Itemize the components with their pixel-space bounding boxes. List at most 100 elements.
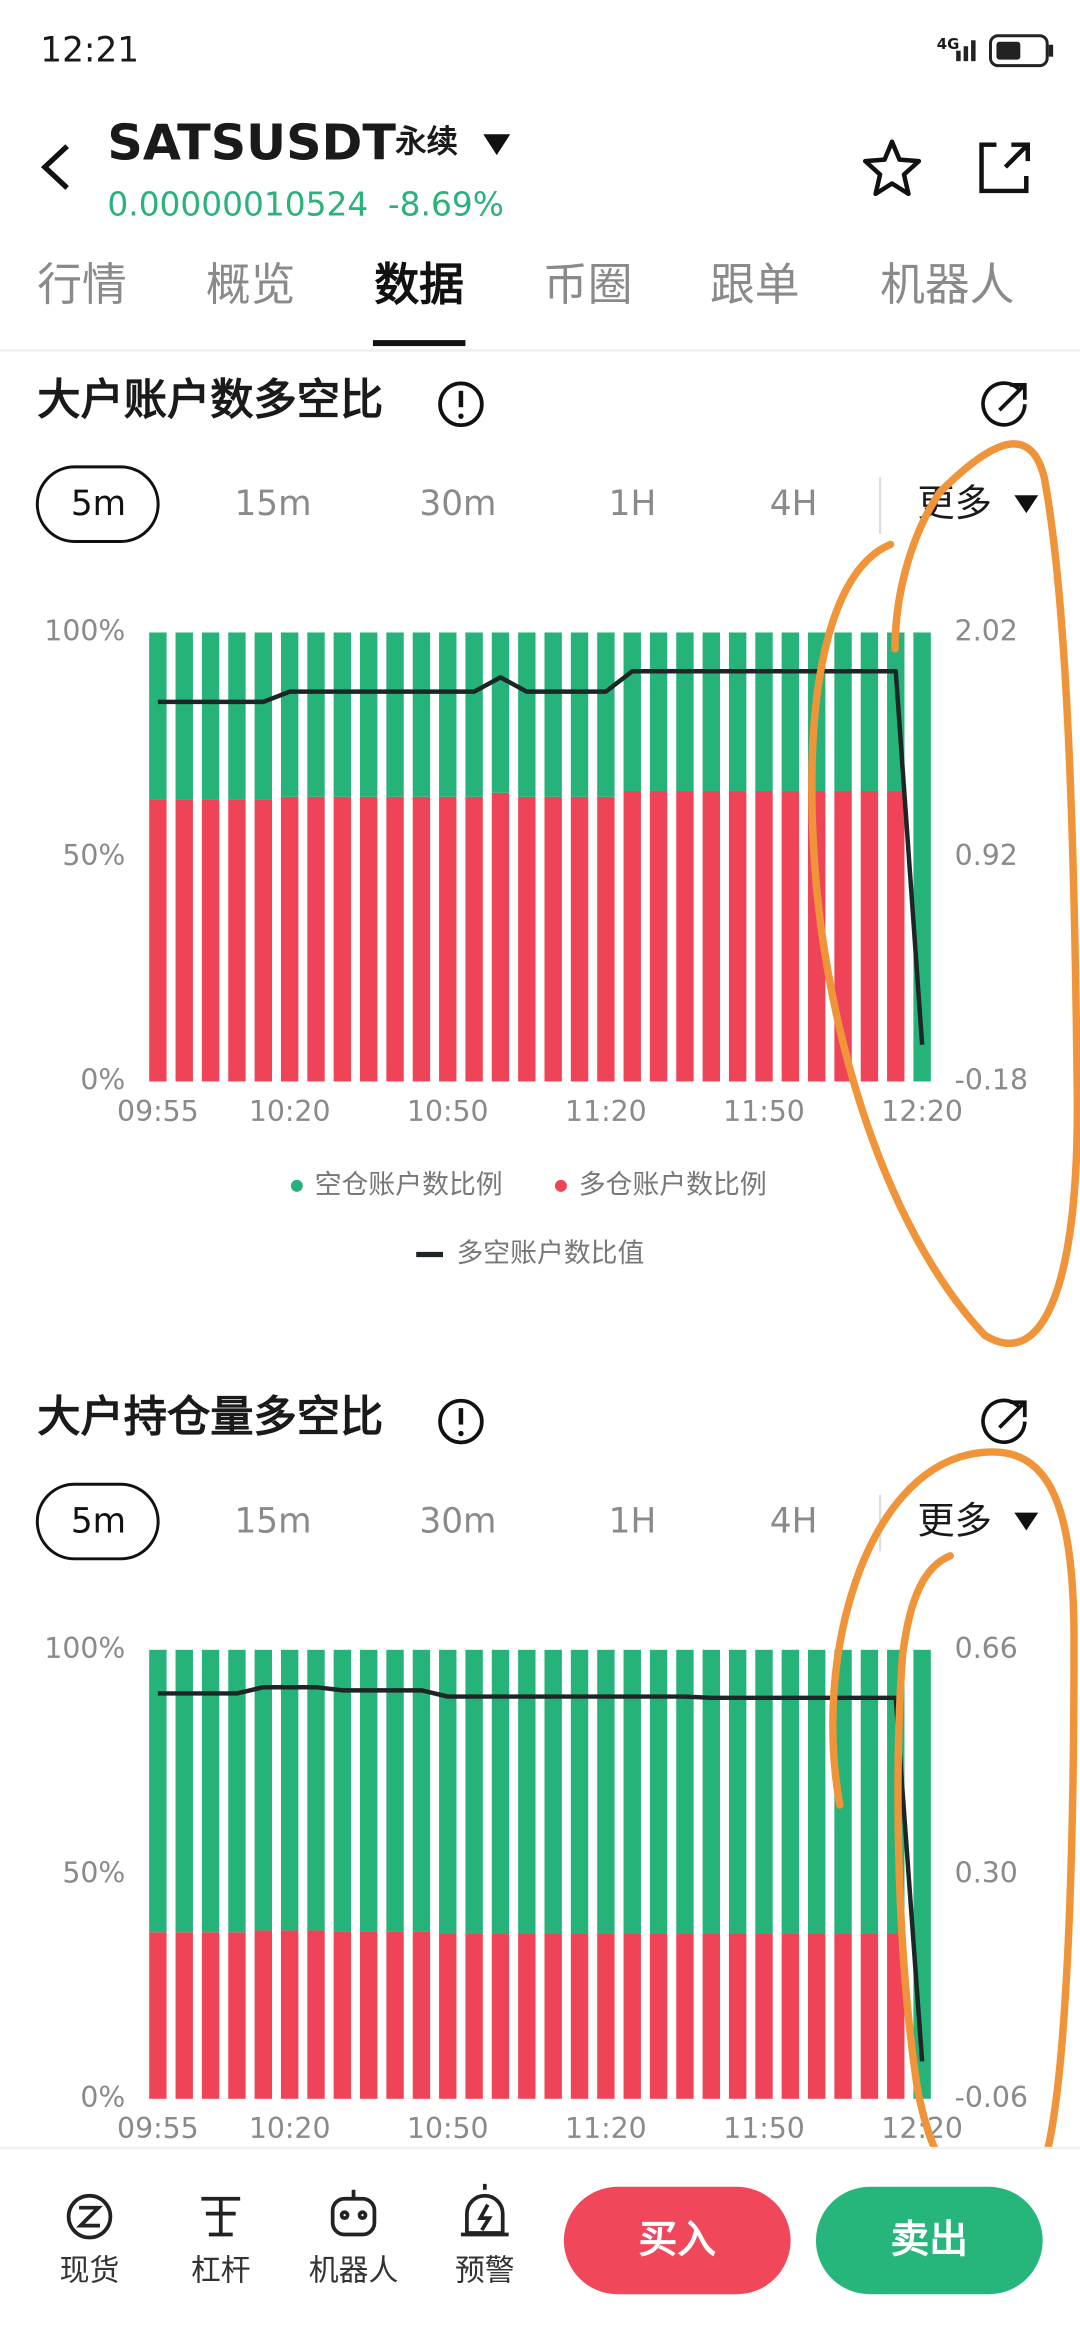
- y2-tick-label: 0.66: [955, 1632, 1018, 1665]
- bar: [518, 1649, 536, 1934]
- nav-label[interactable]: 机器人: [309, 2253, 398, 2288]
- interval[interactable]: 30m: [419, 1502, 496, 1542]
- ratio-line: [157, 1684, 925, 2062]
- bar: [755, 790, 773, 1082]
- y2-tick-label: 0.30: [955, 1856, 1018, 1889]
- bar: [254, 799, 272, 1082]
- interval[interactable]: 15m: [234, 484, 311, 524]
- bar: [887, 1933, 905, 2099]
- bar: [333, 632, 352, 797]
- contract-type[interactable]: 永续: [395, 124, 458, 160]
- bar: [175, 1649, 193, 1933]
- bar: [228, 632, 246, 800]
- dropdown-icon[interactable]: [1014, 1512, 1039, 1531]
- bar: [254, 1649, 272, 1931]
- tab[interactable]: 跟单: [710, 258, 800, 311]
- buy-label[interactable]: 买入: [638, 2217, 716, 2262]
- tab[interactable]: 概览: [206, 258, 295, 311]
- bar: [649, 632, 668, 791]
- x-tick-label: 10:20: [249, 1095, 331, 1128]
- nav-icon[interactable]: [66, 2193, 113, 2240]
- bar: [623, 632, 641, 791]
- nav-icon[interactable]: [460, 2183, 509, 2237]
- ratio-line: [157, 669, 925, 1045]
- bar: [439, 1933, 457, 2099]
- y-tick-label: 50%: [62, 839, 125, 872]
- bar: [465, 796, 483, 1082]
- info-icon[interactable]: [438, 381, 484, 427]
- x-tick-label: 12:20: [881, 1095, 963, 1128]
- section-title: 大户账户数多空比: [37, 375, 383, 425]
- bar: [544, 796, 562, 1082]
- bar: [755, 632, 773, 791]
- bar: [280, 796, 299, 1082]
- bar: [781, 1649, 800, 1934]
- bar: [544, 1933, 562, 2099]
- interval-selected[interactable]: [35, 465, 160, 543]
- x-tick-label: 11:20: [565, 1095, 647, 1128]
- bar: [228, 1932, 246, 2099]
- bar: [149, 1649, 167, 1933]
- bar: [702, 632, 720, 791]
- bar: [201, 1649, 220, 1933]
- sell-label[interactable]: 卖出: [891, 2217, 969, 2262]
- interval[interactable]: 1H: [609, 484, 657, 524]
- section-title: 大户持仓量多空比: [37, 1393, 383, 1443]
- buy-button[interactable]: [563, 2186, 791, 2295]
- bar: [360, 1649, 378, 1932]
- bar: [333, 1931, 352, 2099]
- legend-swatch: [290, 1179, 303, 1192]
- interval[interactable]: 5m: [71, 1502, 126, 1542]
- bar: [412, 632, 431, 797]
- tab[interactable]: 机器人: [880, 258, 1014, 311]
- dropdown-icon[interactable]: [483, 134, 511, 156]
- favorite-button[interactable]: [862, 139, 922, 197]
- bar: [808, 1933, 826, 2099]
- bar: [728, 1649, 747, 1934]
- bar: [676, 1649, 694, 1934]
- battery-icon: [988, 34, 1054, 68]
- tab[interactable]: 行情: [37, 258, 127, 311]
- bar: [570, 1933, 589, 2099]
- bar: [649, 1933, 668, 2099]
- bar: [360, 1931, 378, 2099]
- bar: [570, 632, 589, 797]
- nav-label[interactable]: 现货: [60, 2253, 120, 2288]
- bar: [439, 796, 457, 1082]
- interval-selected[interactable]: [35, 1482, 160, 1561]
- external-icon[interactable]: [981, 1398, 1027, 1445]
- x-tick-label: 10:50: [407, 2112, 489, 2145]
- more-button[interactable]: 更多: [917, 1499, 992, 1543]
- interval[interactable]: 4H: [770, 1502, 818, 1542]
- dropdown-icon[interactable]: [1014, 495, 1039, 514]
- info-icon[interactable]: [438, 1398, 484, 1445]
- tab-active[interactable]: 数据: [374, 258, 463, 311]
- bar: [834, 1933, 852, 2099]
- tab[interactable]: 币圈: [543, 258, 633, 311]
- nav-label[interactable]: 杠杆: [191, 2253, 251, 2288]
- interval[interactable]: 30m: [419, 484, 496, 524]
- nav-icon[interactable]: [330, 2189, 377, 2237]
- share-button[interactable]: [979, 142, 1031, 194]
- y2-tick-label: -0.18: [955, 1063, 1028, 1096]
- y-tick-label: 50%: [62, 1856, 125, 1889]
- bar: [201, 799, 220, 1082]
- interval[interactable]: 5m: [71, 484, 126, 524]
- interval[interactable]: 4H: [770, 484, 818, 524]
- sell-button[interactable]: [815, 2186, 1043, 2295]
- bar: [544, 1649, 562, 1934]
- bar: [491, 1649, 510, 1934]
- bar: [175, 632, 193, 800]
- bar: [649, 1649, 668, 1934]
- bar: [360, 796, 378, 1082]
- interval[interactable]: 15m: [234, 1502, 311, 1542]
- nav-label[interactable]: 预警: [455, 2253, 515, 2288]
- back-button[interactable]: [40, 144, 69, 190]
- interval[interactable]: 1H: [609, 1502, 657, 1542]
- x-tick-label: 09:55: [117, 1095, 199, 1128]
- external-icon[interactable]: [981, 381, 1027, 427]
- y-tick-label: 0%: [80, 1063, 125, 1096]
- nav-icon[interactable]: [201, 2196, 241, 2237]
- bar: [649, 790, 668, 1082]
- bar: [860, 632, 879, 791]
